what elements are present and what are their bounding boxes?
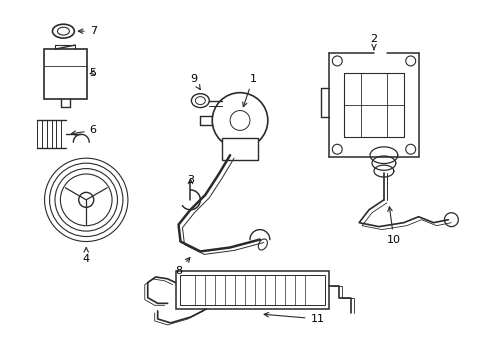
Bar (43, 49, 87, 99)
Circle shape (332, 56, 342, 66)
Text: 5: 5 (89, 68, 97, 78)
Text: 2: 2 (370, 34, 377, 50)
Text: 8: 8 (175, 257, 189, 276)
Text: 4: 4 (82, 248, 90, 264)
Text: 10: 10 (386, 207, 400, 244)
Text: 7: 7 (78, 26, 97, 36)
Bar (179, 275, 325, 305)
Circle shape (405, 56, 415, 66)
Bar (175, 271, 328, 309)
Circle shape (405, 144, 415, 154)
Circle shape (332, 144, 342, 154)
Text: 3: 3 (186, 175, 194, 185)
Text: 11: 11 (264, 312, 324, 324)
Text: 9: 9 (189, 74, 200, 89)
Text: 6: 6 (71, 125, 97, 135)
Text: 1: 1 (242, 74, 256, 107)
Bar (222, 138, 257, 160)
